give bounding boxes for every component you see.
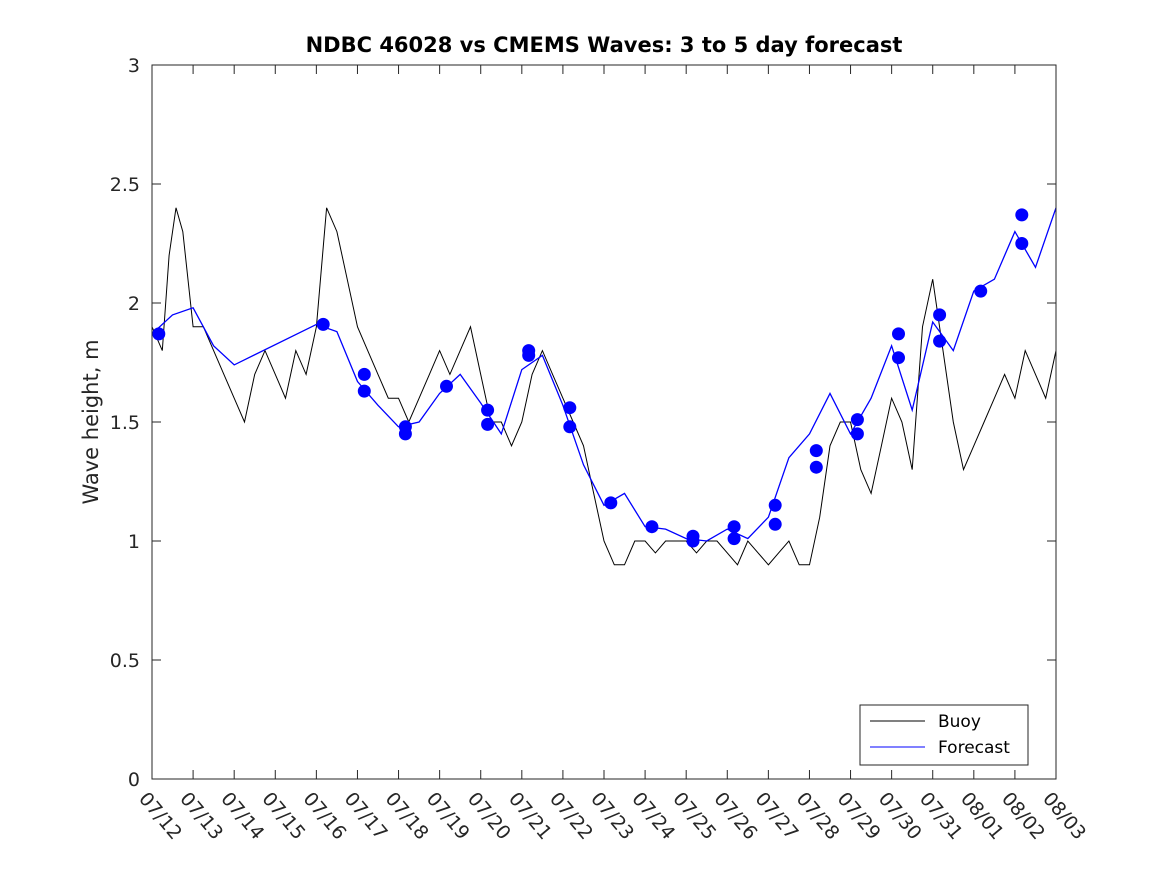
forecast-marker (1015, 208, 1029, 222)
forecast-marker (316, 317, 330, 331)
y-tick-label: 1 (128, 531, 140, 553)
forecast-marker (892, 327, 905, 341)
x-tick-label: 07/24 (627, 788, 679, 844)
x-tick-label: 07/28 (792, 788, 844, 844)
forecast-marker (933, 334, 947, 348)
buoy-series (151, 207, 1057, 566)
forecast-marker (357, 367, 371, 381)
forecast-marker (768, 517, 782, 531)
y-tick-label: 2.5 (110, 174, 140, 196)
forecast-marker (892, 351, 905, 365)
forecast-marker (481, 417, 495, 431)
forecast-marker (563, 420, 577, 434)
forecast-marker (850, 413, 864, 427)
x-tick-label: 07/12 (134, 788, 186, 844)
legend-buoy-label: Buoy (938, 712, 981, 732)
y-tick-label: 1.5 (110, 412, 140, 434)
forecast-marker (1015, 237, 1029, 250)
forecast-marker (933, 308, 947, 322)
buoy-line (151, 207, 1057, 566)
x-tick-label: 07/16 (299, 788, 351, 844)
forecast-marker (440, 379, 453, 393)
y-tick-label: 0 (128, 769, 140, 791)
x-tick-label: 07/17 (340, 788, 392, 844)
forecast-marker (357, 384, 371, 398)
y-tick-label: 0.5 (110, 650, 140, 672)
x-tick-label: 07/14 (216, 788, 268, 844)
forecast-series (151, 207, 1057, 542)
forecast-marker (398, 427, 412, 441)
forecast-marker (974, 284, 988, 298)
x-tick-label: 08/02 (997, 788, 1049, 844)
x-tick-label: 07/25 (668, 788, 720, 844)
forecast-marker (727, 532, 741, 546)
forecast-marker (727, 520, 741, 534)
x-tick-label: 07/18 (381, 788, 433, 844)
y-tick-label: 3 (128, 55, 140, 77)
x-tick-label: 07/23 (586, 788, 638, 844)
x-tick-label: 07/13 (175, 788, 227, 844)
forecast-marker (522, 348, 536, 362)
x-tick-label: 07/30 (874, 788, 926, 844)
forecast-marker (768, 498, 782, 512)
forecast-marker (481, 403, 495, 417)
legend: Buoy Forecast (859, 704, 1029, 766)
x-tick-label: 07/26 (709, 788, 761, 844)
x-tick-label: 07/29 (833, 788, 885, 844)
forecast-marker (809, 460, 823, 474)
x-tick-label: 07/21 (504, 788, 556, 844)
y-axis-label: Wave height, m (79, 339, 103, 504)
x-tick-label: 07/20 (463, 788, 515, 844)
forecast-marker (686, 534, 700, 548)
forecast-line (151, 207, 1057, 542)
forecast-marker (809, 444, 823, 458)
forecast-marker (850, 427, 864, 441)
forecast-marker (152, 327, 166, 341)
forecast-marker (645, 520, 659, 534)
plot-area-frame (151, 64, 1057, 780)
x-tick-label: 07/15 (257, 788, 309, 844)
x-tick-label: 07/31 (915, 788, 967, 844)
chart-title: NDBC 46028 vs CMEMS Waves: 3 to 5 day fo… (306, 33, 903, 57)
x-tick-label: 07/22 (545, 788, 597, 844)
x-tick-label: 07/19 (422, 788, 474, 844)
forecast-marker (604, 496, 618, 510)
x-tick-label: 07/27 (751, 788, 803, 844)
x-tick-label: 08/03 (1038, 788, 1090, 844)
y-axis-ticks: 0 0.5 1 1.5 2 2.5 3 (110, 55, 1056, 791)
legend-box (859, 704, 1029, 766)
y-tick-label: 2 (128, 293, 140, 315)
forecast-marker (563, 401, 577, 415)
x-tick-label: 08/01 (956, 788, 1008, 844)
legend-forecast-label: Forecast (938, 738, 1010, 758)
forecast-markers (152, 208, 1029, 548)
